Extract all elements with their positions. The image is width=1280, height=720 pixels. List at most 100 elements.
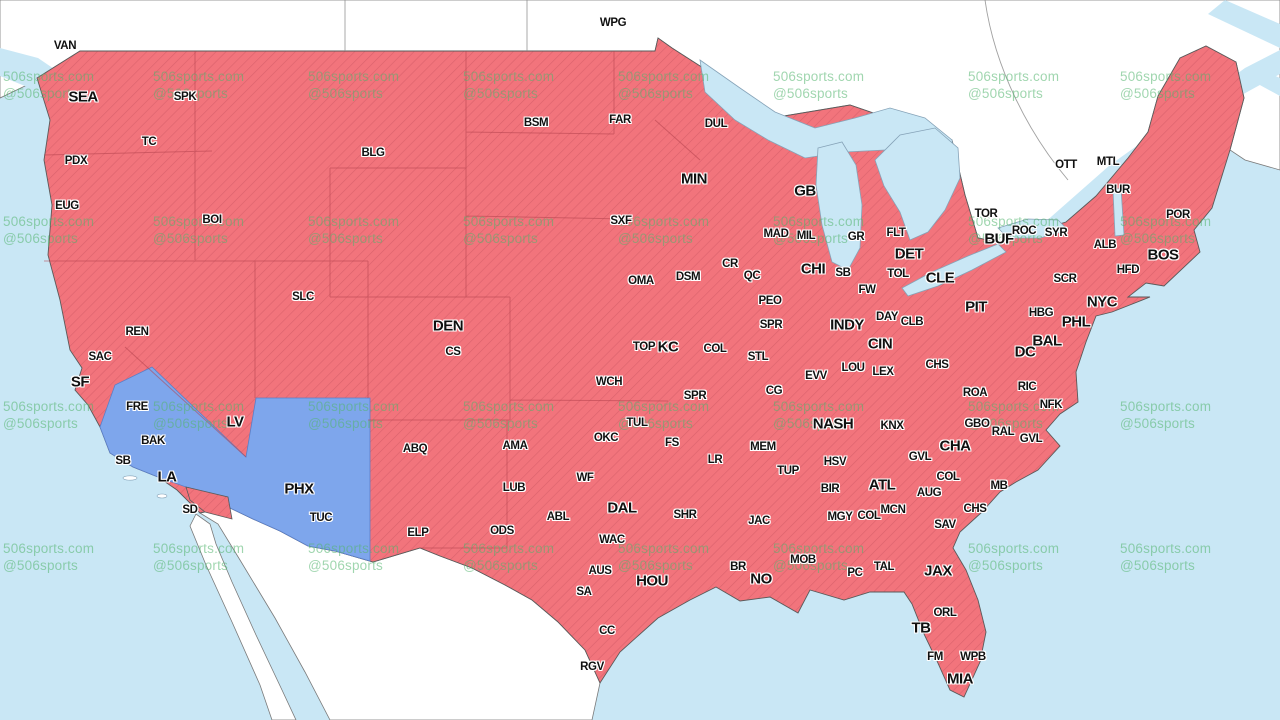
city-label-det: DET [894, 245, 924, 263]
city-label-van: VAN [53, 40, 77, 52]
city-label-cin: CIN [867, 335, 893, 353]
city-label-blg: BLG [361, 147, 385, 159]
lake-ontario [997, 218, 1069, 239]
city-label-la: LA [157, 468, 178, 486]
channel-island [156, 493, 168, 499]
city-label-chs: CHS [963, 503, 987, 515]
city-label-nash: NASH [812, 415, 854, 433]
city-label-mia: MIA [947, 670, 974, 688]
city-label-ods: ODS [490, 525, 514, 537]
city-label-tul: TUL [626, 417, 648, 429]
city-label-far: FAR [609, 114, 631, 126]
city-label-top: TOP [632, 341, 656, 353]
city-label-gr: GR [847, 231, 865, 243]
city-label-atl: ATL [868, 476, 896, 494]
city-label-mil: MIL [796, 230, 816, 242]
city-label-tup: TUP [777, 465, 799, 477]
city-label-wch: WCH [595, 376, 623, 388]
city-label-cg: CG [765, 385, 783, 397]
city-label-mgy: MGY [827, 511, 853, 523]
city-label-sb: SB [115, 455, 131, 467]
city-label-fw: FW [858, 284, 876, 296]
city-label-bir: BIR [820, 483, 840, 495]
city-label-okc: OKC [593, 432, 619, 444]
city-label-bal: BAL [1032, 332, 1062, 350]
city-label-spk: SPK [173, 91, 197, 103]
city-label-mtl: MTL [1096, 156, 1120, 168]
city-label-dul: DUL [704, 118, 728, 130]
city-label-indy: INDY [830, 316, 864, 334]
city-label-bos: BOS [1147, 246, 1179, 264]
city-label-bak: BAK [141, 435, 165, 447]
lake-champlain [1112, 187, 1125, 237]
city-label-cs: CS [445, 346, 461, 358]
city-label-elp: ELP [407, 527, 429, 539]
city-label-flt: FLT [886, 227, 906, 239]
city-label-roc: ROC [1011, 225, 1037, 237]
city-label-fs: FS [665, 437, 679, 449]
city-label-orl: ORL [933, 607, 957, 619]
city-label-spr: SPR [683, 390, 707, 402]
lake-huron [874, 127, 961, 241]
city-label-spr: SPR [759, 319, 783, 331]
city-label-aus: AUS [588, 565, 612, 577]
city-label-gb: GB [794, 182, 816, 200]
city-label-mem: MEM [750, 441, 776, 453]
city-label-col: COL [703, 343, 727, 355]
city-label-phx: PHX [284, 480, 314, 498]
city-label-boi: BOI [202, 214, 222, 226]
city-label-roa: ROA [962, 387, 988, 399]
city-label-wf: WF [576, 472, 594, 484]
city-label-ama: AMA [502, 440, 528, 452]
city-label-qc: QC [743, 270, 761, 282]
city-label-eug: EUG [55, 200, 79, 212]
city-label-nfk: NFK [1039, 399, 1063, 411]
city-label-bur: BUR [1106, 184, 1130, 196]
city-label-chi: CHI [800, 260, 826, 278]
province-borders [344, 0, 1069, 181]
gulf-st-lawrence [1208, 0, 1280, 48]
city-label-day: DAY [875, 311, 899, 323]
city-label-evv: EVV [805, 370, 827, 382]
city-label-gbo: GBO [964, 418, 990, 430]
city-label-jac: JAC [748, 515, 770, 527]
city-label-bsm: BSM [523, 117, 549, 129]
city-label-sxf: SXF [610, 215, 632, 227]
city-label-jax: JAX [924, 562, 952, 580]
city-label-hsv: HSV [823, 456, 847, 468]
city-label-col: COL [857, 510, 881, 522]
city-label-hfd: HFD [1116, 264, 1140, 276]
lake-michigan [815, 141, 863, 271]
city-label-tuc: TUC [309, 512, 333, 524]
city-label-dc: DC [1014, 343, 1036, 361]
city-label-den: DEN [432, 317, 464, 335]
city-label-dsm: DSM [675, 271, 701, 283]
city-label-oma: OMA [628, 275, 654, 287]
city-label-sd: SD [182, 504, 198, 516]
city-label-no: NO [750, 570, 772, 588]
city-label-sa: SA [576, 586, 592, 598]
city-label-por: POR [1166, 209, 1190, 221]
city-label-hou: HOU [636, 572, 668, 590]
city-label-ric: RIC [1017, 381, 1037, 393]
city-label-kc: KC [657, 338, 679, 356]
city-label-shr: SHR [673, 509, 697, 521]
city-label-sea: SEA [68, 88, 98, 106]
city-label-sac: SAC [88, 351, 112, 363]
city-label-ott: OTT [1055, 159, 1077, 171]
city-label-tc: TC [141, 136, 157, 148]
city-label-alb: ALB [1093, 239, 1117, 251]
city-label-tol: TOL [887, 268, 909, 280]
city-label-fm: FM [927, 651, 943, 663]
lake-erie [901, 243, 1007, 297]
city-label-pit: PIT [965, 298, 987, 316]
city-label-gvl: GVL [908, 451, 932, 463]
channel-island [122, 475, 138, 481]
city-label-ren: REN [125, 326, 149, 338]
city-label-wpb: WPB [960, 651, 986, 663]
city-label-dal: DAL [607, 499, 637, 517]
city-label-phl: PHL [1061, 313, 1091, 331]
city-label-scr: SCR [1053, 273, 1077, 285]
